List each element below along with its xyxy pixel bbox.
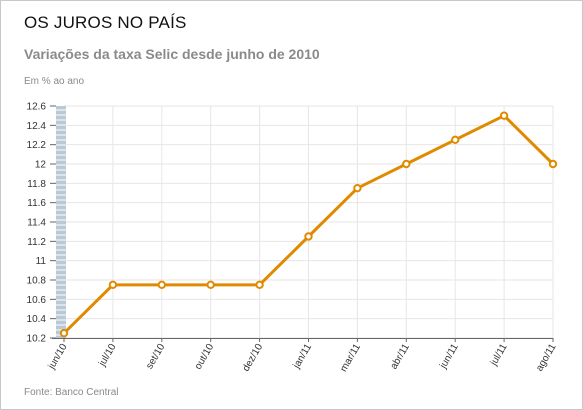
left-band xyxy=(56,106,66,338)
chart-subtitle: Variações da taxa Selic desde junho de 2… xyxy=(24,46,320,62)
chart-title: OS JUROS NO PAÍS xyxy=(24,13,187,32)
y-tick-label: 12.4 xyxy=(27,121,47,132)
y-tick-label: 12 xyxy=(35,160,47,171)
data-point xyxy=(402,159,411,169)
y-tick-label: 11.8 xyxy=(27,179,46,190)
data-point xyxy=(548,159,558,169)
y-tick-label: 11.6 xyxy=(27,198,46,209)
x-tick-label: out/10 xyxy=(193,342,217,372)
y-tick-label: 10.8 xyxy=(27,276,47,287)
x-tick-label: set/10 xyxy=(144,342,167,371)
axes xyxy=(50,105,554,342)
x-tick-label: mar/11 xyxy=(338,342,363,374)
data-point xyxy=(304,232,313,241)
x-tick-label: jun/10 xyxy=(46,342,70,372)
y-tick-label: 11 xyxy=(36,256,47,267)
x-tick-label: jun/11 xyxy=(438,342,461,372)
data-point xyxy=(451,135,460,145)
x-tick-label: dez/10 xyxy=(241,342,266,374)
y-tick-label: 11.4 xyxy=(27,218,46,229)
grid-lines xyxy=(64,105,554,339)
x-tick-label: jan/11 xyxy=(291,342,314,372)
data-point xyxy=(353,183,362,193)
y-tick-label: 10.6 xyxy=(27,295,47,306)
x-tick-label: ago/11 xyxy=(534,342,559,374)
data-point xyxy=(206,280,215,290)
y-tick-label: 12.6 xyxy=(27,102,47,113)
data-points xyxy=(59,111,558,338)
y-tick-label: 12.2 xyxy=(27,140,47,151)
data-point xyxy=(499,111,509,120)
data-point xyxy=(59,328,69,338)
y-tick-label: 10.4 xyxy=(27,314,47,325)
data-point xyxy=(255,280,264,290)
source-note: Fonte: Banco Central xyxy=(24,387,119,398)
x-tick-label: jul/11 xyxy=(488,342,510,369)
x-tick-label: abr/11 xyxy=(389,342,413,372)
left-band-fill xyxy=(56,106,66,338)
data-point xyxy=(157,280,167,290)
y-tick-label: 10.2 xyxy=(27,334,47,345)
x-tick-labels: jun/10 jul/10 set/10 out/10 dez/10 jan/11 mar/… xyxy=(46,342,559,374)
data-point xyxy=(108,280,118,290)
x-tick-label: jul/10 xyxy=(97,342,119,369)
y-tick-label: 11.2 xyxy=(27,237,46,248)
y-tick-labels: 10.2 10.4 10.6 10.8 11 11.2 11.4 11.6 11.8 12 12.2… xyxy=(27,102,47,345)
y-axis-unit-label: Em % ao ano xyxy=(24,76,85,87)
